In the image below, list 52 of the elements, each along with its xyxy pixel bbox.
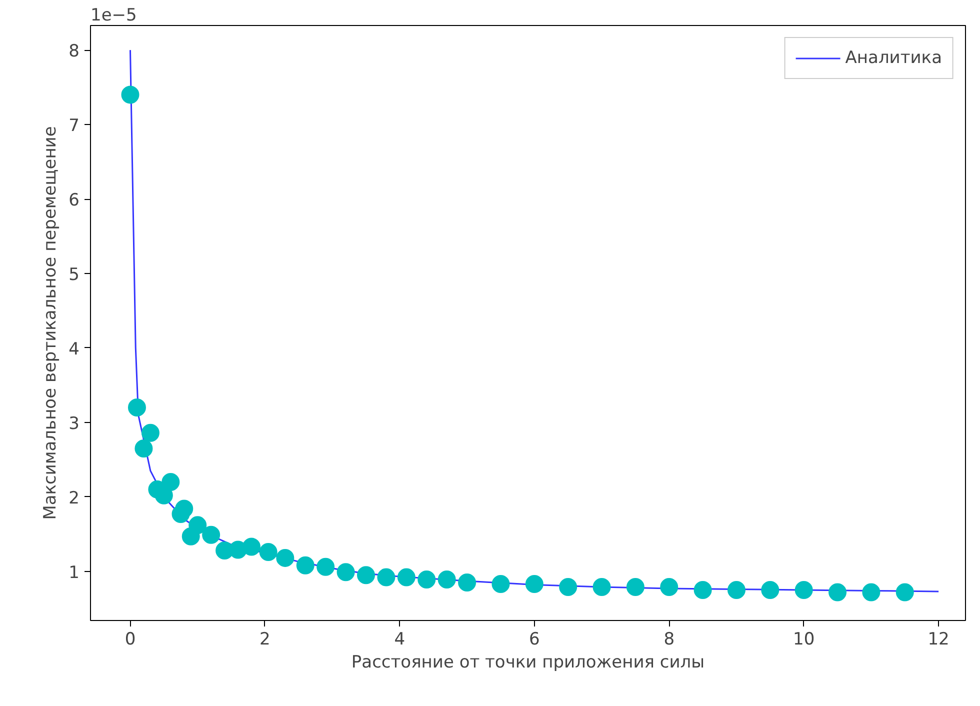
point <box>188 516 207 534</box>
point <box>377 568 396 586</box>
y-tick-label: 7 <box>68 116 80 136</box>
point <box>202 526 220 544</box>
x-tick-label: 4 <box>394 630 406 650</box>
point <box>727 580 746 599</box>
point <box>862 583 880 602</box>
point <box>121 86 140 104</box>
x-tick-label: 8 <box>664 630 675 650</box>
point <box>296 556 314 574</box>
point <box>896 583 914 602</box>
x-axis-title: Расстояние от точки приложения силы <box>351 652 705 672</box>
point <box>141 424 160 442</box>
x-tick-label: 10 <box>793 630 815 650</box>
x-tick-label: 6 <box>528 630 540 650</box>
legend-label: Аналитика <box>845 48 942 68</box>
point <box>175 500 194 518</box>
point <box>276 548 294 567</box>
y-axis-title: Максимальное вертикальное перемещение <box>40 126 61 520</box>
x-tick-label: 0 <box>124 630 136 650</box>
point <box>357 566 375 584</box>
point <box>559 578 578 596</box>
x-tick-label: 12 <box>928 630 950 650</box>
point <box>592 578 611 596</box>
y-tick-label: 3 <box>68 414 80 434</box>
y-tick-label: 6 <box>68 190 80 211</box>
point <box>316 558 335 576</box>
point <box>162 473 180 491</box>
point <box>458 574 476 592</box>
point <box>336 563 355 582</box>
point <box>794 580 813 599</box>
point <box>761 580 780 599</box>
y-tick-label: 1 <box>68 562 80 583</box>
point <box>242 538 260 556</box>
y-tick-label: 2 <box>68 488 80 508</box>
point <box>525 575 544 593</box>
point <box>259 543 278 561</box>
point <box>828 583 847 602</box>
point <box>492 575 510 593</box>
point <box>626 578 644 596</box>
point <box>397 568 416 586</box>
point <box>660 578 678 596</box>
x-tick-label: 2 <box>260 630 270 650</box>
y-tick-label: 5 <box>68 264 80 285</box>
y-tick-label: 8 <box>68 42 80 62</box>
y-tick-label: 4 <box>68 339 80 360</box>
text: 1e−5 <box>90 6 137 26</box>
point <box>418 570 436 589</box>
point <box>694 580 712 599</box>
point <box>128 398 146 417</box>
point <box>134 439 153 458</box>
point <box>438 570 456 589</box>
